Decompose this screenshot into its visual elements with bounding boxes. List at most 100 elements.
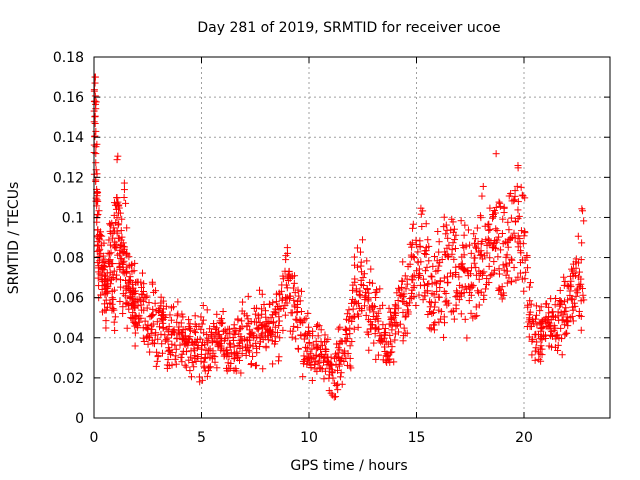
- data-point: [97, 291, 105, 299]
- data-point: [346, 330, 354, 338]
- data-point: [536, 307, 544, 315]
- data-point: [333, 340, 341, 348]
- data-point: [548, 308, 556, 316]
- data-point: [134, 302, 142, 310]
- data-point: [100, 239, 108, 247]
- data-point: [424, 311, 432, 319]
- data-point: [153, 357, 161, 365]
- data-point: [158, 340, 166, 348]
- data-point: [118, 233, 126, 241]
- y-tick-label: 0.08: [53, 251, 84, 267]
- data-point: [450, 315, 458, 323]
- data-point: [102, 324, 110, 332]
- data-point: [92, 177, 100, 185]
- data-point: [527, 300, 535, 308]
- data-point: [440, 274, 448, 282]
- data-point: [577, 256, 585, 264]
- data-point: [302, 314, 310, 322]
- data-point: [443, 301, 451, 309]
- y-tick-label: 0.14: [53, 130, 84, 146]
- data-point: [116, 297, 124, 305]
- data-point: [232, 367, 240, 375]
- data-point: [106, 256, 114, 264]
- data-point: [350, 253, 358, 261]
- data-point: [532, 344, 540, 352]
- data-point: [192, 329, 200, 337]
- data-point: [488, 244, 496, 252]
- data-point: [120, 257, 128, 265]
- data-point: [117, 227, 125, 235]
- data-point: [96, 245, 104, 253]
- data-point: [450, 225, 458, 233]
- data-point: [190, 363, 198, 371]
- data-point: [283, 284, 291, 292]
- data-point: [570, 269, 578, 277]
- data-point: [297, 332, 305, 340]
- data-point: [543, 300, 551, 308]
- data-point: [555, 316, 563, 324]
- data-point: [303, 344, 311, 352]
- data-point: [275, 289, 283, 297]
- data-point: [130, 267, 138, 275]
- data-point: [308, 345, 316, 353]
- data-point: [406, 299, 414, 307]
- data-point: [322, 346, 330, 354]
- data-point: [355, 299, 363, 307]
- data-point: [275, 353, 283, 361]
- data-point: [209, 337, 217, 345]
- data-point: [110, 306, 118, 314]
- data-point: [451, 245, 459, 253]
- data-point: [452, 301, 460, 309]
- data-point: [143, 292, 151, 300]
- data-point: [267, 326, 275, 334]
- data-point: [473, 224, 481, 232]
- data-point: [392, 302, 400, 310]
- data-point: [293, 303, 301, 311]
- data-point: [225, 365, 233, 373]
- data-point: [376, 285, 384, 293]
- data-point: [164, 347, 172, 355]
- data-point: [496, 270, 504, 278]
- y-tick-label: 0: [75, 411, 84, 427]
- data-point: [174, 298, 182, 306]
- data-point: [398, 277, 406, 285]
- data-point: [349, 295, 357, 303]
- data-point: [425, 257, 433, 265]
- data-point: [285, 295, 293, 303]
- data-point: [269, 360, 277, 368]
- data-point: [516, 259, 524, 267]
- data-point: [452, 231, 460, 239]
- data-point: [109, 305, 117, 313]
- data-point: [371, 330, 379, 338]
- data-point: [434, 227, 442, 235]
- data-point: [237, 325, 245, 333]
- data-point: [442, 230, 450, 238]
- data-point: [292, 335, 300, 343]
- data-point: [148, 278, 156, 286]
- data-point: [289, 327, 297, 335]
- data-point: [435, 248, 443, 256]
- data-point: [91, 132, 99, 140]
- data-point: [329, 374, 337, 382]
- data-point: [143, 304, 151, 312]
- data-point: [440, 333, 448, 341]
- data-point: [423, 263, 431, 271]
- data-point: [267, 314, 275, 322]
- data-point: [525, 283, 533, 291]
- data-point: [183, 348, 191, 356]
- data-point: [490, 240, 498, 248]
- data-point: [436, 278, 444, 286]
- data-point: [117, 283, 125, 291]
- data-point: [452, 263, 460, 271]
- data-point: [535, 355, 543, 363]
- data-point: [309, 327, 317, 335]
- data-point: [200, 362, 208, 370]
- data-point: [206, 325, 214, 333]
- data-point: [521, 229, 529, 237]
- data-point: [474, 287, 482, 295]
- data-point: [414, 248, 422, 256]
- data-point: [485, 220, 493, 228]
- data-point: [480, 268, 488, 276]
- data-point: [284, 276, 292, 284]
